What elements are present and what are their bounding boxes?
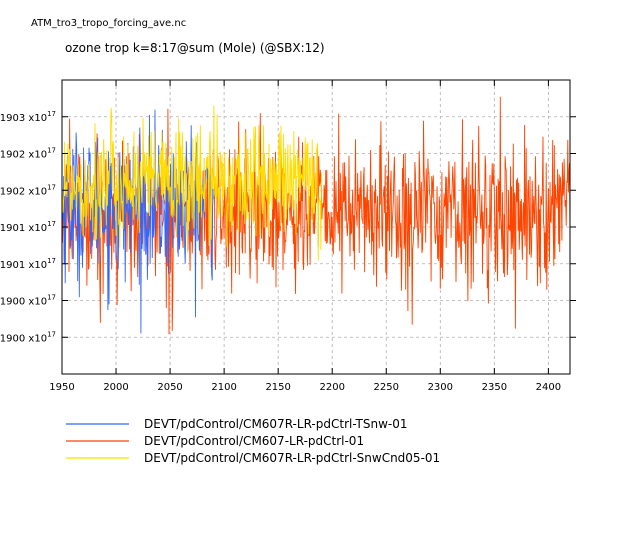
y-tick-label: .1901 x1017 bbox=[0, 257, 56, 271]
legend-label-1: DEVT/pdControl/CM607R-LR-pdCtrl-TSnw-01 bbox=[144, 417, 408, 431]
series-line-3 bbox=[61, 105, 322, 261]
x-tick-label: 2150 bbox=[265, 382, 290, 393]
axis-layer: 1950 2000 2050 2100 2150 2200 2250 2300 2350 2400… bbox=[0, 80, 576, 393]
series-layer bbox=[61, 96, 571, 335]
x-tick-label: 1950 bbox=[49, 382, 74, 393]
x-tick-label: 2000 bbox=[103, 382, 128, 393]
legend-label-2: DEVT/pdControl/CM607-LR-pdCtrl-01 bbox=[144, 434, 364, 448]
legend: DEVT/pdControl/CM607R-LR-pdCtrl-TSnw-01 D… bbox=[66, 417, 440, 465]
y-tick-label: .1901 x1017 bbox=[0, 220, 56, 234]
y-tick-label: .1902 x1017 bbox=[0, 183, 56, 197]
y-tick-label: .1900 x1017 bbox=[0, 330, 56, 344]
x-tick-label: 2350 bbox=[482, 382, 507, 393]
x-tick-label: 2100 bbox=[211, 382, 236, 393]
y-tick-label: .1903 x1017 bbox=[0, 110, 56, 124]
x-tick-label: 2300 bbox=[428, 382, 453, 393]
file-title: ATM_tro3_tropo_forcing_ave.nc bbox=[31, 18, 186, 29]
y-tick-label: .1900 x1017 bbox=[0, 294, 56, 308]
x-tick-label: 2200 bbox=[319, 382, 344, 393]
x-tick-label: 2050 bbox=[157, 382, 182, 393]
y-tick-label: .1902 x1017 bbox=[0, 147, 56, 161]
legend-label-3: DEVT/pdControl/CM607R-LR-pdCtrl-SnwCnd05… bbox=[144, 451, 440, 465]
series-line-1 bbox=[61, 109, 214, 334]
x-tick-label: 2400 bbox=[536, 382, 561, 393]
plot-title: ozone trop k=8:17@sum (Mole) (@SBX:12) bbox=[65, 41, 325, 55]
x-tick-label: 2250 bbox=[374, 382, 399, 393]
series-line-2 bbox=[61, 96, 571, 335]
